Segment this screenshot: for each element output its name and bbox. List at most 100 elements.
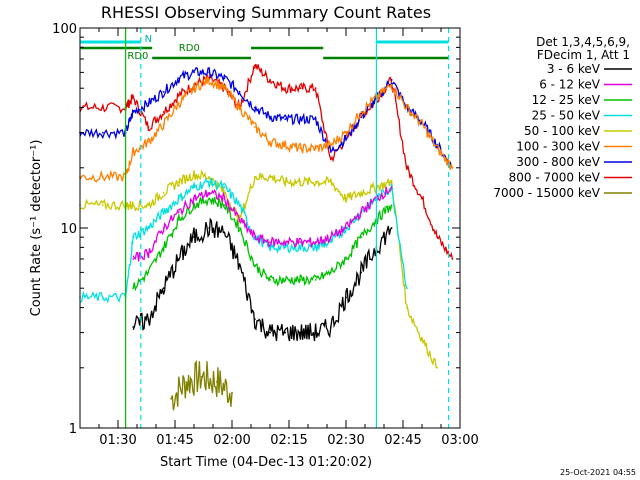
data-point (223, 87, 226, 90)
series-line-7000-15000-kev (170, 359, 233, 411)
data-point (162, 227, 165, 229)
data-point (177, 197, 180, 200)
data-point (193, 71, 195, 74)
data-point (101, 204, 104, 207)
data-point (269, 140, 271, 143)
data-point (162, 287, 165, 290)
legend-entry-100-300-kev: 100 - 300 keV (516, 140, 632, 154)
data-point (147, 204, 150, 207)
legend-entry-300-800-kev: 300 - 800 keV (516, 155, 632, 169)
y-tick-label: 1 (69, 422, 77, 437)
data-point (185, 381, 188, 383)
data-point (284, 118, 287, 121)
data-point (147, 271, 150, 274)
legend-entry-25-50-kev: 25 - 50 keV (532, 109, 632, 123)
data-point (269, 241, 271, 244)
series-3-6-kev (132, 217, 393, 342)
data-point (147, 126, 150, 128)
data-point (345, 131, 347, 134)
data-point (253, 176, 256, 178)
data-point (223, 77, 226, 80)
state-bars: N RD0 RD0 (80, 28, 450, 428)
data-point (360, 111, 363, 113)
data-point (147, 252, 150, 254)
y-tick-label: 100 (52, 22, 77, 37)
data-point (238, 106, 241, 109)
legend-label: 3 - 6 keV (547, 62, 601, 76)
data-point (132, 96, 135, 99)
legend-entry-12-25-kev: 12 - 25 keV (532, 93, 632, 107)
data-point (269, 115, 271, 118)
data-point (101, 296, 104, 299)
data-point (329, 326, 332, 328)
series-line-300-800-kev (79, 66, 453, 169)
data-point (193, 204, 195, 207)
data-point (360, 271, 363, 274)
data-point (177, 181, 180, 183)
data-point (162, 211, 165, 214)
data-point (405, 106, 408, 109)
legend-label: 25 - 50 keV (532, 109, 601, 123)
data-point (147, 318, 150, 321)
legend-label: 7000 - 15000 keV (493, 186, 600, 200)
chart-title: RHESSI Observing Summary Count Rates (101, 3, 431, 22)
data-point (329, 271, 332, 274)
data-point (390, 181, 393, 183)
data-point (238, 90, 241, 93)
data-point (132, 326, 135, 328)
data-point (390, 83, 393, 86)
data-point (132, 236, 135, 239)
x-tick-label: 02:15 (270, 433, 307, 448)
legend-entry-6-12-kev: 6 - 12 keV (539, 78, 632, 92)
data-point (223, 191, 226, 194)
legend-label: 6 - 12 keV (539, 78, 601, 92)
data-point (436, 236, 439, 239)
data-point (238, 227, 241, 229)
data-point (314, 118, 317, 121)
data-point (253, 236, 256, 239)
data-point (284, 246, 287, 249)
data-point (421, 123, 423, 126)
data-point (208, 191, 211, 194)
data-point (223, 204, 226, 207)
legend-entry-3-6-kev: 3 - 6 keV (547, 62, 632, 76)
data-point (299, 246, 302, 249)
data-point (314, 331, 317, 334)
data-point (360, 191, 363, 194)
data-point (177, 77, 180, 80)
legend-label: 800 - 7000 keV (509, 171, 601, 185)
data-point (390, 204, 393, 207)
data-point (329, 151, 332, 153)
data-point (162, 123, 165, 126)
data-point (253, 64, 256, 67)
data-point (208, 71, 211, 74)
data-point (284, 144, 287, 146)
data-point (299, 87, 302, 90)
x-tick-label: 02:45 (384, 433, 421, 448)
data-point (170, 397, 173, 400)
data-point (162, 191, 165, 194)
data-point (208, 227, 211, 229)
annotation-rd0-right: RD0 (179, 43, 200, 54)
y-axis-label: Count Rate (s⁻¹ detector⁻¹) (29, 140, 44, 317)
data-point (284, 279, 287, 281)
data-point (269, 246, 271, 249)
legend-header-detectors: Det 1,3,4,5,6,9, (536, 35, 630, 49)
data-point (193, 197, 195, 200)
x-tick-label: 03:00 (441, 433, 478, 448)
legend-label: 100 - 300 keV (516, 140, 600, 154)
data-point (147, 102, 150, 105)
series-25-50-kev (79, 177, 408, 304)
series-line-25-50-kev (79, 177, 408, 304)
data-point (162, 90, 165, 93)
legend-entry-50-100-kev: 50 - 100 keV (524, 124, 632, 138)
data-point (299, 181, 302, 183)
data-point (299, 241, 302, 244)
legend: Det 1,3,4,5,6,9, FDecim 1, Att 1 3 - 6 k… (493, 35, 632, 200)
data-point (223, 186, 226, 189)
series-line-100-300-kev (79, 76, 454, 183)
annotation-rd0-left: RD0 (127, 51, 148, 62)
data-point (314, 87, 317, 90)
data-point (101, 106, 104, 109)
plot-frame (79, 27, 461, 429)
